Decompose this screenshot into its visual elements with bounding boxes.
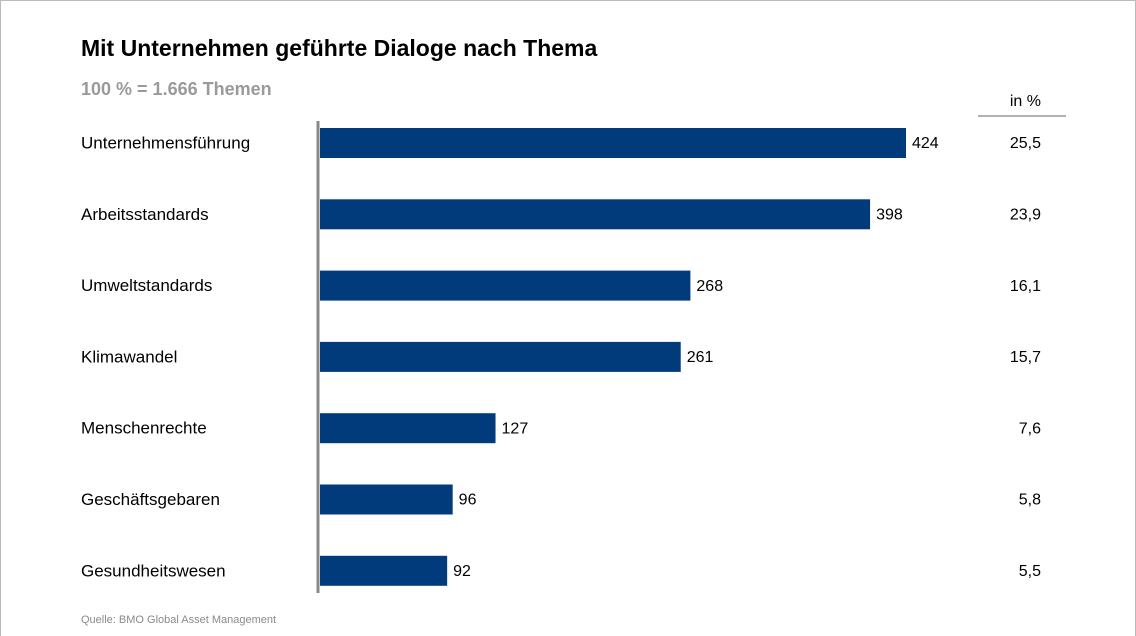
share-value: 25,5 — [1010, 135, 1041, 152]
category-label: Arbeitsstandards — [81, 205, 209, 224]
share-value: 23,9 — [1010, 207, 1041, 224]
category-label: Unternehmensführung — [81, 133, 250, 152]
chart-subtitle: 100 % = 1.666 Themen — [81, 79, 272, 99]
bar — [320, 199, 871, 230]
value-label: 424 — [912, 135, 939, 152]
value-label: 398 — [876, 207, 903, 224]
bar — [320, 413, 496, 444]
bar — [320, 555, 448, 586]
share-value: 5,5 — [1019, 563, 1041, 580]
source: Quelle: BMO Global Asset Management — [81, 614, 276, 626]
column-header: in % — [1010, 93, 1041, 110]
category-label: Geschäftsgebaren — [81, 490, 220, 509]
value-label: 268 — [696, 278, 723, 295]
chart-title: Mit Unternehmen geführte Dialoge nach Th… — [81, 35, 597, 61]
share-value: 7,6 — [1019, 420, 1041, 437]
share-value: 5,8 — [1019, 492, 1041, 509]
category-label: Gesundheitswesen — [81, 561, 226, 580]
bar — [320, 128, 906, 158]
bar — [320, 341, 681, 372]
value-label: 261 — [687, 349, 714, 366]
bar — [320, 484, 453, 515]
category-label: Klimawandel — [81, 347, 177, 366]
category-label: Umweltstandards — [81, 276, 212, 295]
category-label: Menschenrechte — [81, 419, 207, 438]
value-label: 92 — [453, 563, 471, 580]
value-label: 96 — [459, 492, 477, 509]
value-label: 127 — [502, 420, 529, 437]
share-value: 15,7 — [1010, 349, 1041, 366]
share-value: 16,1 — [1010, 278, 1041, 295]
bar — [320, 270, 691, 301]
